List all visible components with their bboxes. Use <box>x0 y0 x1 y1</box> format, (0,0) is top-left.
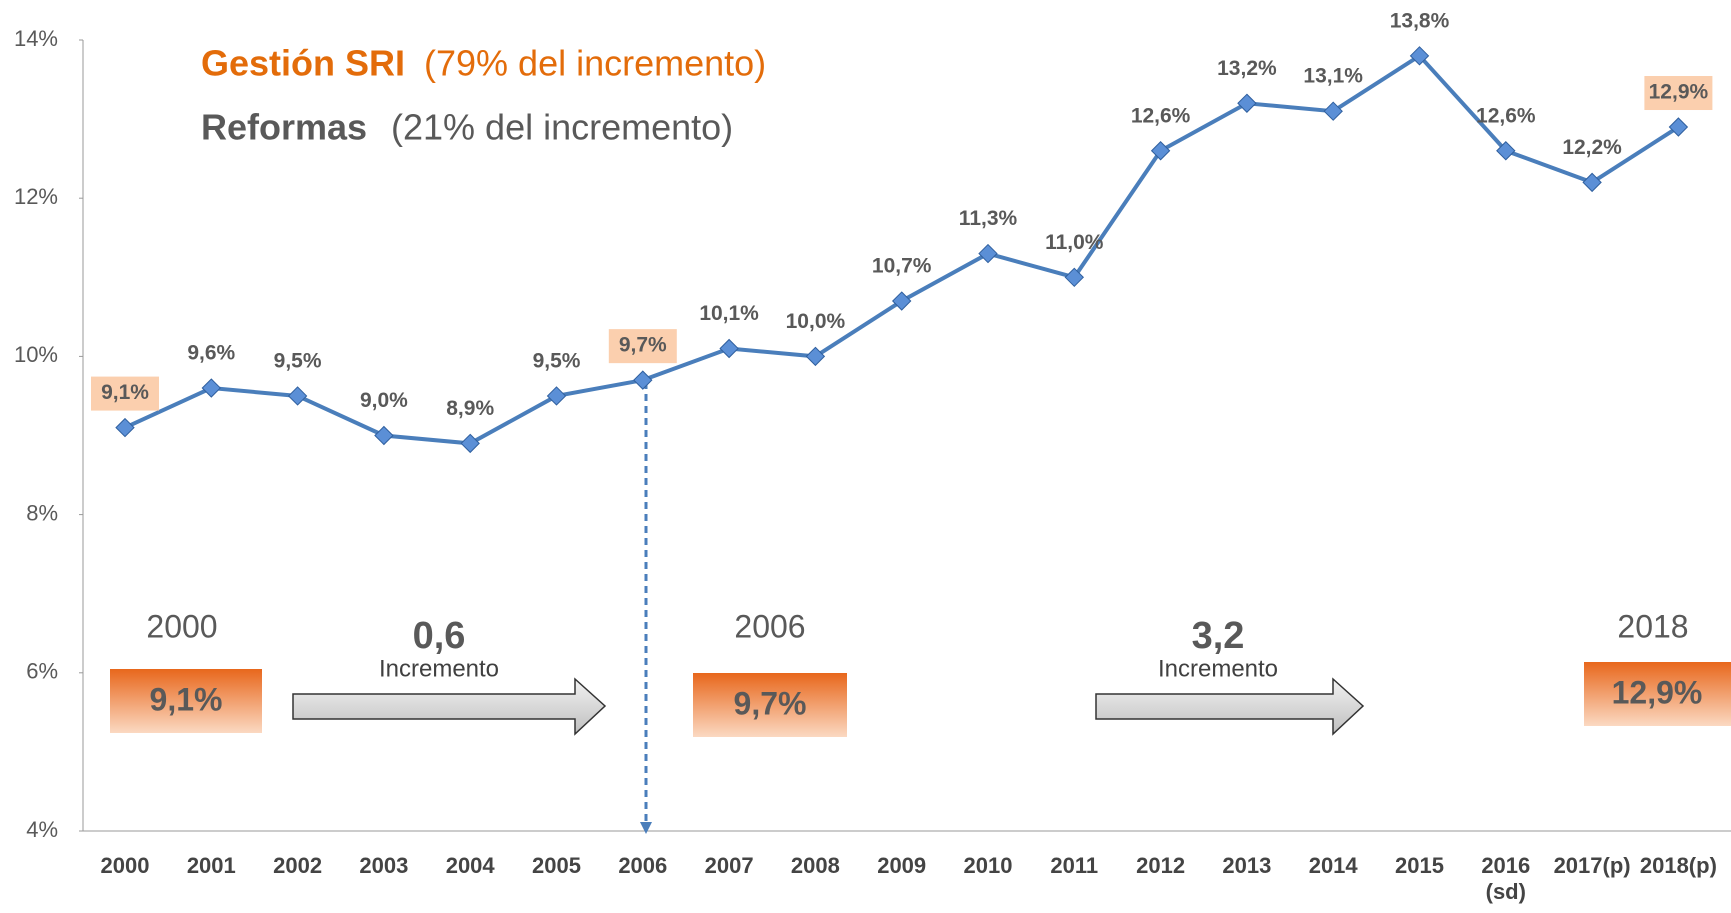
data-label: 8,9% <box>446 397 494 420</box>
data-label: 9,0% <box>360 389 408 412</box>
x-tick-label: 2015 <box>1395 853 1444 878</box>
x-tick-label: 2016 (sd) <box>1481 853 1531 904</box>
x-tick-label: 2011 <box>1050 853 1099 878</box>
data-label: 13,1% <box>1303 65 1363 88</box>
marker <box>1496 141 1516 161</box>
legend-gestion-share: (79% del incremento) <box>424 43 766 84</box>
y-tick-label: 14% <box>14 26 58 51</box>
legend-reformas-share: (21% del incremento) <box>391 107 733 148</box>
marker <box>1150 141 1171 161</box>
data-label: 11,3% <box>959 207 1018 230</box>
marker <box>633 370 653 390</box>
marker <box>1323 101 1343 121</box>
data-label: 9,5% <box>274 349 322 372</box>
x-tick-label: 2017(p) <box>1553 853 1631 878</box>
x-tick-label: 2010 <box>963 853 1013 878</box>
summary-box <box>1584 662 1731 726</box>
data-label: 11,0% <box>1045 231 1104 254</box>
data-label: 12,6% <box>1476 104 1536 127</box>
x-tick-label: 2007 <box>704 853 754 878</box>
marker <box>460 433 480 454</box>
marker <box>719 338 739 359</box>
marker <box>546 386 567 406</box>
y-tick-label: 8% <box>26 500 58 525</box>
data-label: 13,8% <box>1390 9 1450 32</box>
arrow <box>292 677 607 736</box>
summary-value: 9,7% <box>734 685 807 721</box>
data-label: 12,2% <box>1562 136 1622 159</box>
marker <box>1409 46 1430 66</box>
summary-value: 9,1% <box>150 681 223 717</box>
increase-value: 3,2 <box>1192 615 1245 657</box>
data-label: 12,9% <box>1649 81 1709 104</box>
x-tick-label: 2018(p) <box>1639 853 1717 878</box>
y-tick-label: 10% <box>14 342 58 367</box>
data-label: 10,1% <box>699 302 759 325</box>
summary-box <box>110 669 262 733</box>
data-label: 13,2% <box>1217 57 1277 80</box>
summary-value: 12,9% <box>1612 674 1703 710</box>
marker <box>287 386 308 406</box>
summary-year: 2006 <box>734 608 805 644</box>
increase-label: Incremento <box>1158 655 1278 682</box>
label-highlight <box>608 329 677 364</box>
legend-gestion: Gestión SRI <box>201 43 405 84</box>
marker <box>115 417 135 438</box>
marker <box>201 378 222 398</box>
data-label: 12,6% <box>1131 104 1191 127</box>
x-tick-label: 2012 <box>1136 853 1186 878</box>
summary-box <box>693 673 847 737</box>
x-tick-label: 2008 <box>790 853 840 878</box>
x-tick-label: 2006 <box>618 853 668 878</box>
data-label: 9,6% <box>187 342 235 365</box>
marker <box>891 291 912 311</box>
x-tick-label: 2001 <box>186 853 236 878</box>
arrow <box>1095 677 1365 736</box>
summary-year: 2018 <box>1617 608 1688 644</box>
marker <box>805 346 826 367</box>
x-tick-label: 2005 <box>532 853 581 878</box>
marker <box>1064 267 1085 288</box>
y-tick-label: 4% <box>26 817 58 842</box>
marker <box>978 243 998 264</box>
x-tick-label: 2013 <box>1222 853 1272 878</box>
marker <box>1668 117 1689 137</box>
marker <box>1582 172 1602 193</box>
label-highlight <box>1644 76 1713 111</box>
x-tick-label: 2009 <box>877 853 927 878</box>
marker <box>1237 93 1257 113</box>
increase-value: 0,6 <box>413 615 466 657</box>
marker <box>374 425 394 446</box>
data-label: 9,5% <box>533 349 581 372</box>
x-tick-label: 2004 <box>445 853 495 878</box>
label-highlight <box>91 376 159 411</box>
data-label: 9,1% <box>101 381 149 404</box>
y-tick-label: 6% <box>26 659 58 684</box>
data-label: 10,0% <box>786 310 846 333</box>
legend-reformas: Reformas <box>201 107 367 148</box>
data-label: 10,7% <box>872 255 932 278</box>
summary-year: 2000 <box>146 608 217 644</box>
arrow-head <box>640 822 652 834</box>
x-tick-label: 2000 <box>100 853 150 878</box>
x-tick-label: 2014 <box>1308 853 1358 878</box>
x-tick-label: 2003 <box>359 853 409 878</box>
increase-label: Incremento <box>379 655 499 682</box>
data-label: 9,7% <box>619 334 667 357</box>
x-tick-label: 2002 <box>273 853 323 878</box>
y-tick-label: 12% <box>14 184 58 209</box>
